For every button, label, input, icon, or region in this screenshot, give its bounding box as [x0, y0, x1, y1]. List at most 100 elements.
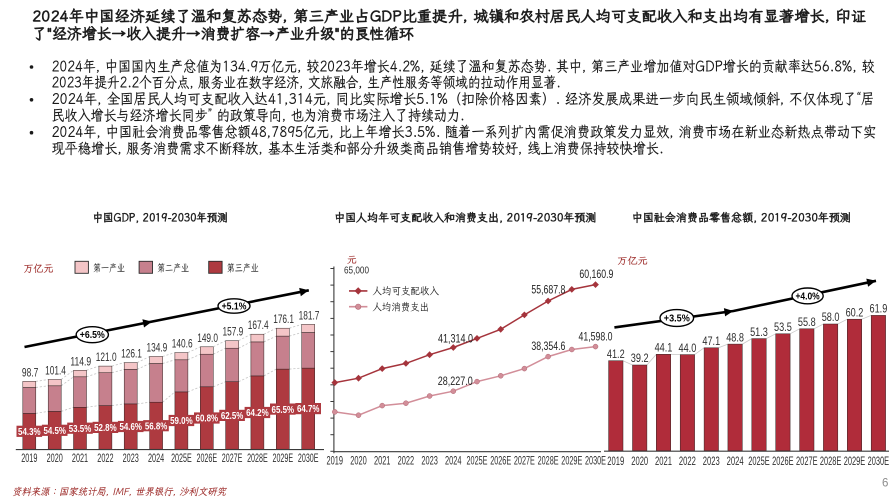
svg-text:47.1: 47.1: [702, 336, 720, 348]
svg-text:2030E: 2030E: [868, 456, 889, 468]
svg-text:114.9: 114.9: [70, 356, 91, 368]
svg-text:2024: 2024: [445, 456, 462, 468]
svg-text:60.2: 60.2: [846, 307, 864, 319]
svg-text:149.0: 149.0: [197, 333, 218, 345]
svg-text:101.4: 101.4: [45, 366, 66, 378]
svg-text:了"经济增长→收入提升→消费扩容→产业升级"的良性循环: 了"经济增长→收入提升→消费扩容→产业升级"的良性循环: [32, 24, 414, 44]
svg-text:167.4: 167.4: [248, 320, 269, 332]
svg-text:民收入增长与经济增长同步” 的政策导向, 也为消费市场注入了: 民收入增长与经济增长同步” 的政策导向, 也为消费市场注入了持续动力.: [52, 107, 465, 126]
svg-text:41,314.0: 41,314.0: [438, 334, 473, 346]
svg-text:6: 6: [882, 477, 888, 489]
svg-text:98.7: 98.7: [22, 367, 38, 379]
svg-text:53.5: 53.5: [774, 322, 792, 334]
svg-text:64.2%: 64.2%: [246, 408, 269, 419]
svg-text:+5.1%: +5.1%: [222, 302, 247, 313]
svg-text:176.1: 176.1: [273, 314, 294, 326]
svg-text:中国人均年可支配收入和消费支出, 2019-2030年预测: 中国人均年可支配收入和消费支出, 2019-2030年预测: [334, 211, 596, 226]
svg-text:2030E: 2030E: [585, 456, 606, 468]
svg-text:2023年提升2.2个百分点, 服务业在数字经济, 文旅融合: 2023年提升2.2个百分点, 服务业在数字经济, 文旅融合, 生产性服务等领域…: [52, 74, 561, 93]
svg-text:2025E: 2025E: [171, 453, 192, 465]
svg-text:28,227.0: 28,227.0: [438, 376, 473, 388]
svg-text:54.5%: 54.5%: [43, 426, 66, 437]
svg-text:2026E: 2026E: [772, 456, 794, 468]
svg-text:2024年, 全国居民人均可支配收入达41,314元, 同比: 2024年, 全国居民人均可支配收入达41,314元, 同比实际增长5.1%（扣…: [52, 90, 875, 109]
svg-text:2020: 2020: [47, 453, 63, 465]
svg-text:2021: 2021: [655, 456, 672, 468]
svg-text:52.8%: 52.8%: [94, 423, 117, 434]
svg-text:60.8%: 60.8%: [196, 414, 219, 425]
svg-text:2023: 2023: [703, 456, 720, 468]
svg-text:134.9: 134.9: [147, 343, 168, 355]
svg-text:41.2: 41.2: [607, 349, 625, 361]
svg-text:2024年, 中国国内生产总值为134.9万亿元, 较202: 2024年, 中国国内生产总值为134.9万亿元, 较2023年增长4.2%, …: [52, 57, 875, 76]
svg-text:+4.0%: +4.0%: [796, 291, 820, 302]
svg-text:+3.5%: +3.5%: [664, 314, 690, 325]
svg-text:65,000: 65,000: [344, 265, 369, 277]
svg-text:62.5%: 62.5%: [221, 411, 244, 422]
svg-text:2028E: 2028E: [247, 453, 268, 465]
svg-text:2026E: 2026E: [197, 453, 218, 465]
svg-text:54.3%: 54.3%: [18, 427, 41, 438]
svg-text:2022: 2022: [679, 456, 696, 468]
svg-text:2024: 2024: [727, 456, 744, 468]
svg-text:2024年中国经济延续了温和复苏态势, 第三产业占GDP比重: 2024年中国经济延续了温和复苏态势, 第三产业占GDP比重提升, 城镇和农村居…: [32, 6, 867, 26]
svg-text:元: 元: [347, 253, 357, 266]
svg-text:58.0: 58.0: [822, 312, 840, 324]
svg-text:44.0: 44.0: [679, 343, 697, 355]
svg-text:64.7%: 64.7%: [297, 404, 320, 415]
svg-text:181.7: 181.7: [299, 310, 320, 322]
svg-text:38,354.6: 38,354.6: [531, 341, 565, 353]
svg-text:万亿元: 万亿元: [617, 254, 648, 267]
svg-text:+6.5%: +6.5%: [80, 330, 105, 341]
svg-text:2029E: 2029E: [273, 453, 294, 465]
svg-text:第三产业: 第三产业: [227, 261, 259, 275]
svg-text:2027E: 2027E: [796, 456, 818, 468]
svg-text:2019: 2019: [327, 456, 344, 468]
svg-text:157.9: 157.9: [223, 327, 244, 339]
svg-text:54.6%: 54.6%: [119, 422, 142, 433]
svg-text:61.9: 61.9: [870, 304, 888, 316]
svg-text:中国GDP, 2019-2030年预测: 中国GDP, 2019-2030年预测: [93, 211, 228, 226]
svg-text:2023: 2023: [123, 453, 139, 465]
svg-text:人均消费支出: 人均消费支出: [373, 299, 430, 313]
svg-text:2028E: 2028E: [538, 456, 559, 468]
svg-text:2021: 2021: [72, 453, 88, 465]
svg-text:2020: 2020: [350, 456, 367, 468]
svg-text:53.5%: 53.5%: [69, 424, 92, 435]
svg-text:2027E: 2027E: [514, 456, 535, 468]
svg-text:2025E: 2025E: [467, 456, 488, 468]
svg-text:2030E: 2030E: [298, 453, 319, 465]
svg-text:2025E: 2025E: [748, 456, 770, 468]
svg-text:第二产业: 第二产业: [157, 261, 189, 275]
svg-text:140.6: 140.6: [172, 339, 193, 351]
svg-text:2019: 2019: [21, 453, 37, 465]
svg-text:56.8%: 56.8%: [145, 421, 168, 432]
svg-text:121.0: 121.0: [96, 352, 117, 364]
svg-text:2021: 2021: [374, 456, 391, 468]
svg-text:48.8: 48.8: [726, 332, 744, 344]
svg-text:2023: 2023: [421, 456, 438, 468]
svg-text:人均可支配收入: 人均可支配收入: [373, 284, 440, 298]
svg-text:60,160.9: 60,160.9: [579, 269, 613, 281]
svg-text:万亿元: 万亿元: [23, 261, 54, 275]
svg-text:第一产业: 第一产业: [93, 261, 125, 275]
svg-text:65.5%: 65.5%: [272, 405, 295, 416]
svg-text:2028E: 2028E: [820, 456, 842, 468]
svg-text:44.1: 44.1: [655, 343, 673, 355]
svg-text:39.2: 39.2: [631, 353, 649, 365]
svg-text:资料来源：国家统计局, IMF, 世界银行, 沙利文研究: 资料来源：国家统计局, IMF, 世界银行, 沙利文研究: [12, 485, 228, 498]
svg-text:2024: 2024: [148, 453, 165, 465]
svg-text:51.3: 51.3: [750, 327, 768, 339]
svg-text:55,687.8: 55,687.8: [531, 285, 565, 297]
svg-text:2026E: 2026E: [490, 456, 511, 468]
svg-text:2029E: 2029E: [561, 456, 582, 468]
svg-text:55.8: 55.8: [798, 317, 816, 329]
svg-text:126.1: 126.1: [121, 349, 142, 361]
svg-text:2024年, 中国社会消费品零售总额48,7895亿元, 比: 2024年, 中国社会消费品零售总额48,7895亿元, 比上年增长3.5%. …: [52, 123, 877, 142]
svg-text:2022: 2022: [97, 453, 113, 465]
svg-text:中国社会消费品零售总额, 2019-2030年预测: 中国社会消费品零售总额, 2019-2030年预测: [632, 211, 851, 226]
svg-text:41,598.0: 41,598.0: [579, 332, 613, 344]
svg-text:2027E: 2027E: [222, 453, 243, 465]
svg-text:59.0%: 59.0%: [170, 416, 193, 427]
svg-text:现平稳增长, 服务消费需求不断释放, 基本生活类和部分升级类: 现平稳增长, 服务消费需求不断释放, 基本生活类和部分升级类商品销售增势较好, …: [52, 139, 664, 158]
